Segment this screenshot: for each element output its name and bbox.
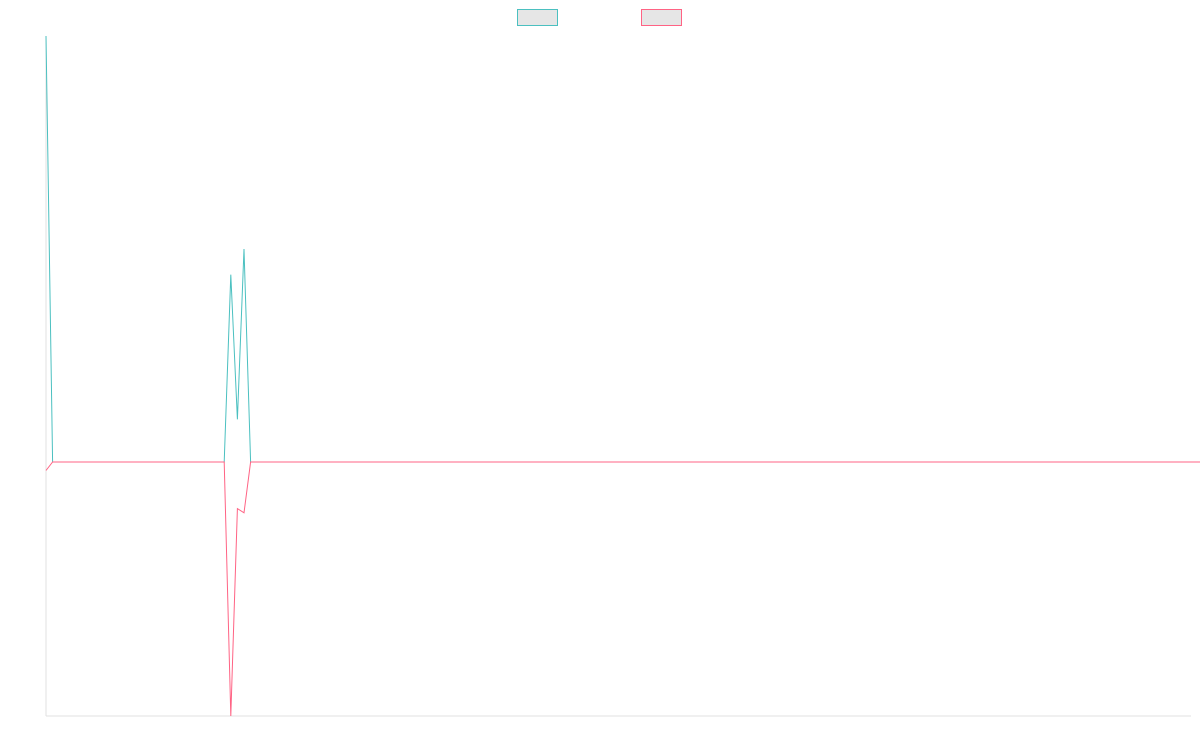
legend[interactable] <box>517 9 682 26</box>
series-layer <box>45 35 1200 717</box>
legend-item-2[interactable] <box>641 9 682 26</box>
series-1-line <box>45 35 1200 463</box>
series-2-line <box>45 461 1200 717</box>
legend-swatch-2[interactable] <box>641 9 682 26</box>
legend-item-1[interactable] <box>517 9 558 26</box>
legend-swatch-1[interactable] <box>517 9 558 26</box>
axes <box>45 36 1191 717</box>
